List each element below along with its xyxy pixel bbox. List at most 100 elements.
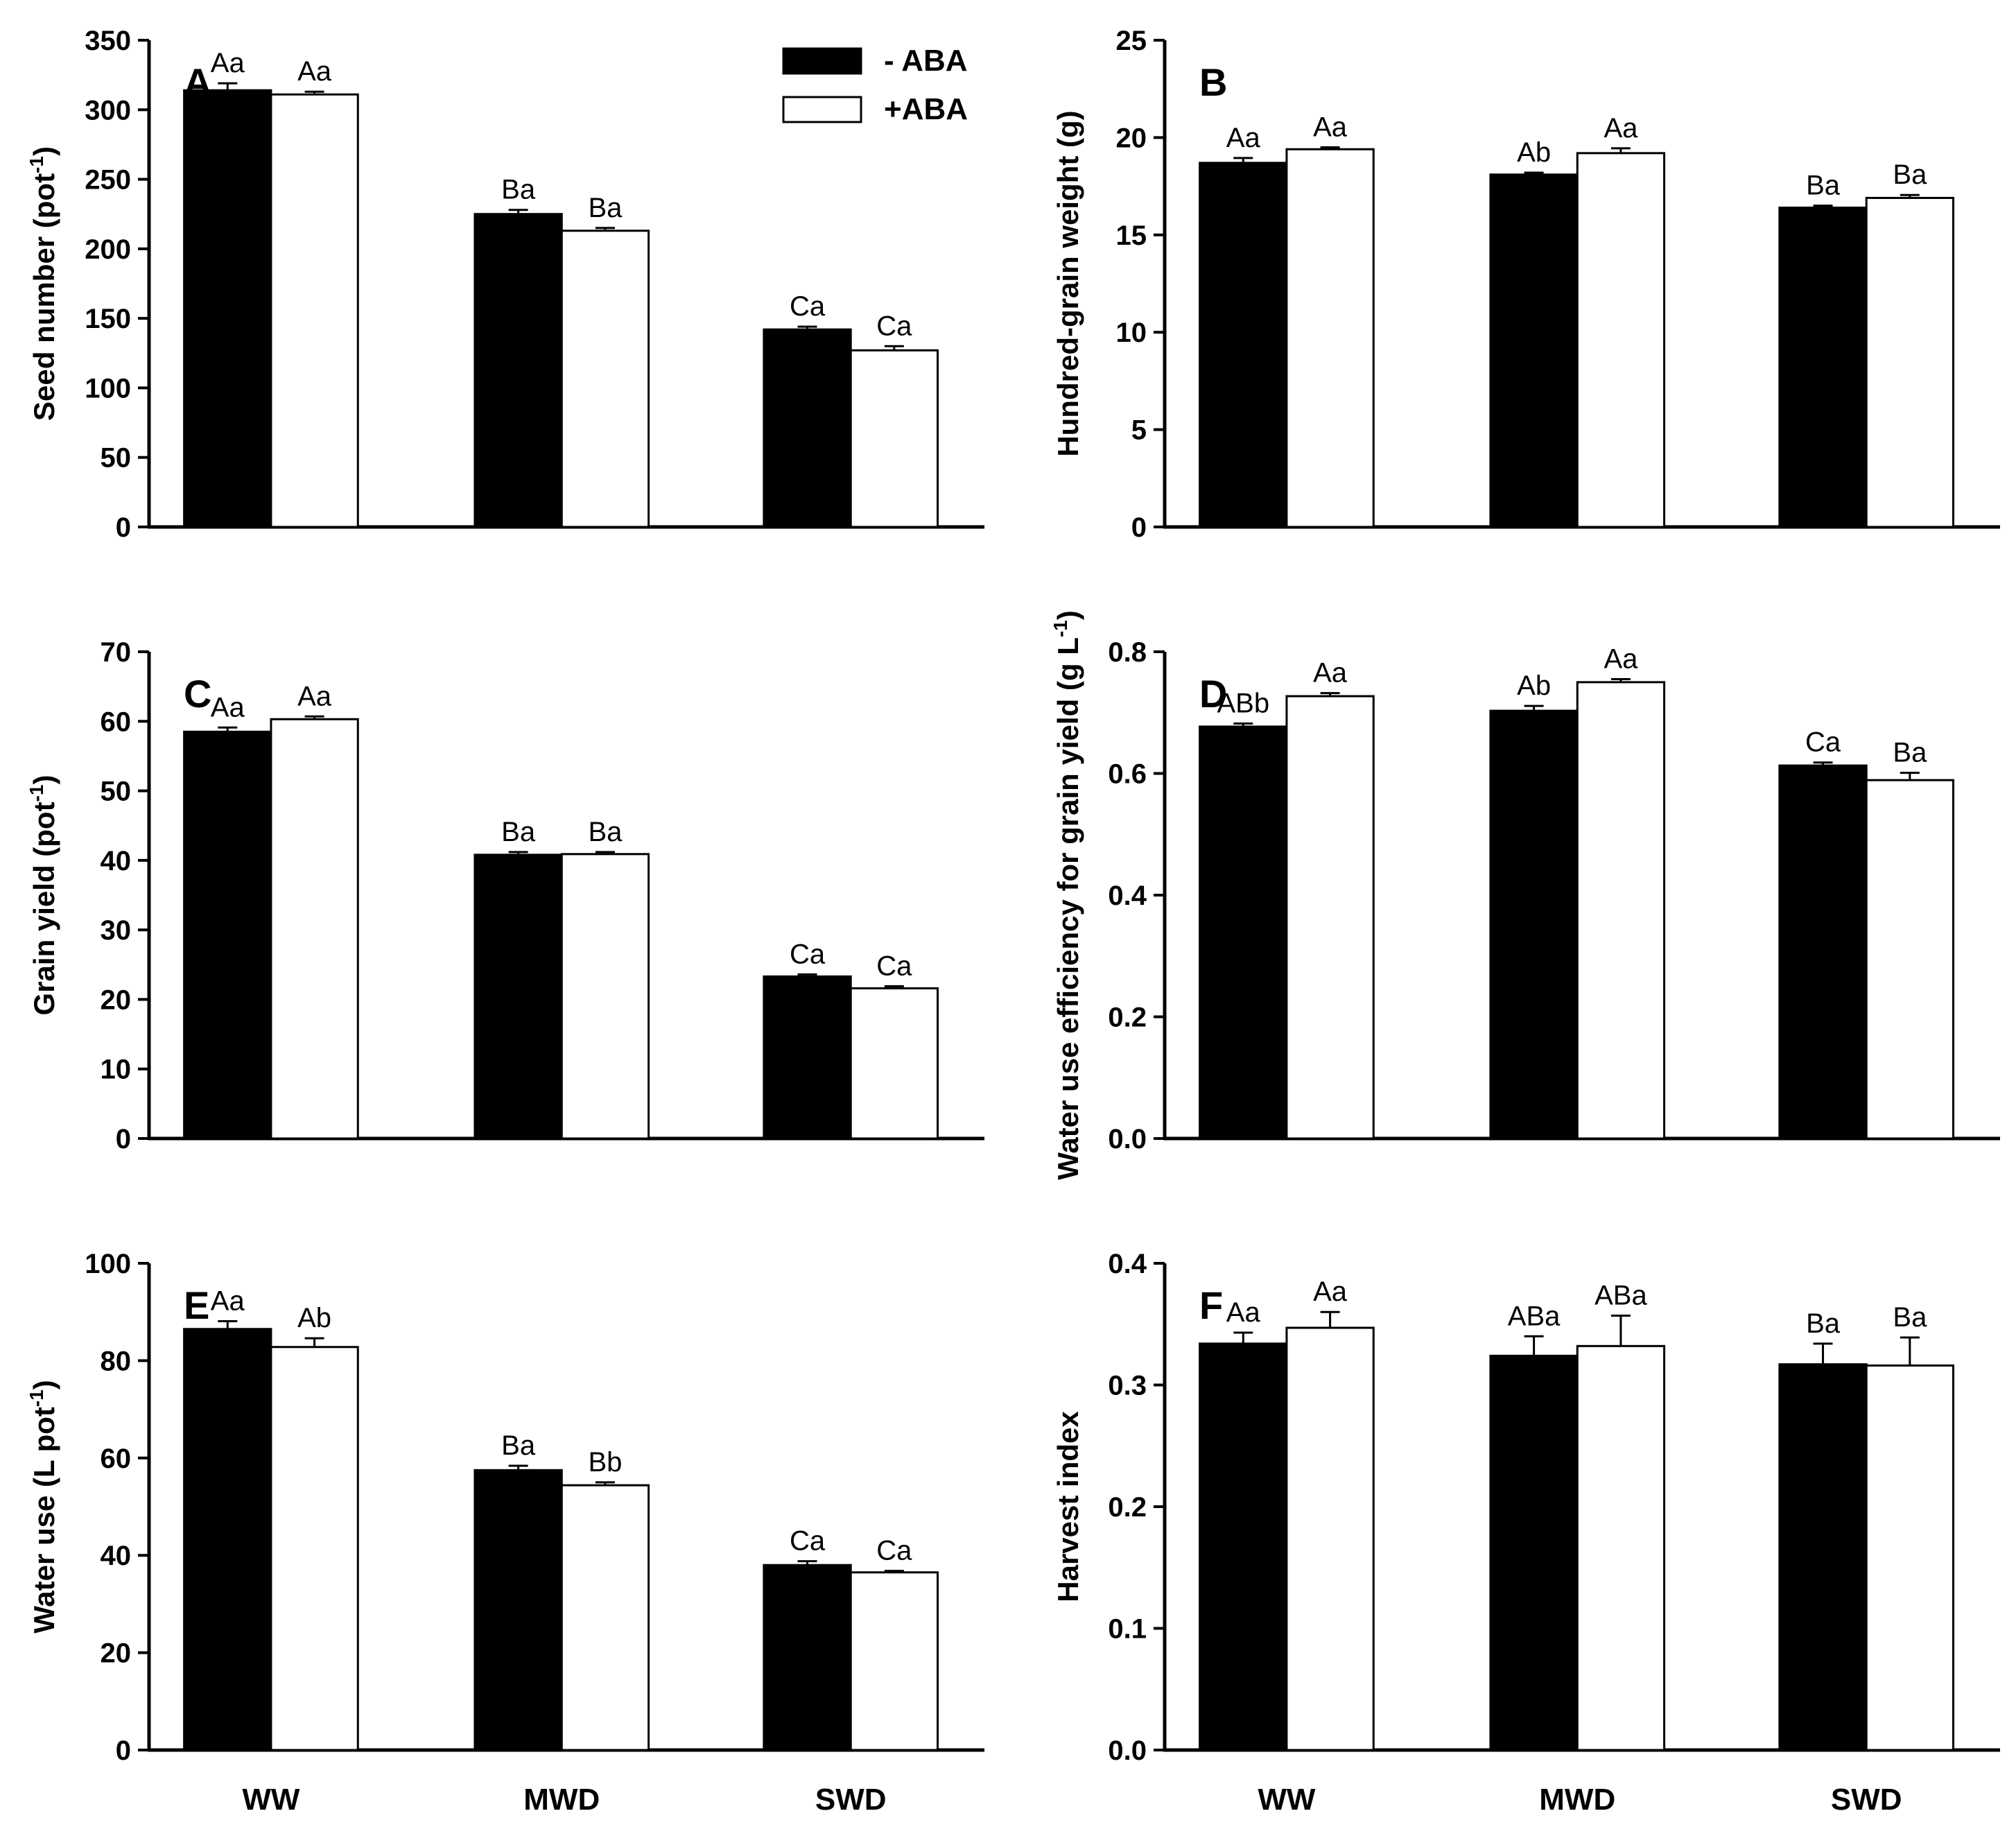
panel-letter: D — [1199, 672, 1227, 716]
bar-a-ww-minus-aba — [183, 89, 272, 528]
y-tick-label: 15 — [1116, 220, 1147, 251]
y-tick-label: 0 — [1131, 512, 1147, 543]
y-tick-label: 5 — [1131, 415, 1147, 446]
legend-label: +ABA — [884, 92, 968, 126]
significance-label: Ba — [1893, 738, 1927, 768]
bar-b-ww-plus-aba — [1285, 148, 1375, 528]
y-tick-label: 0.0 — [1108, 1735, 1147, 1766]
y-tick-label: 250 — [85, 165, 131, 196]
significance-label: Ab — [1517, 137, 1551, 168]
bar-a-swd-plus-aba — [849, 349, 939, 528]
bar-c-mwd-plus-aba — [560, 853, 650, 1140]
bar-a-ww-plus-aba — [270, 93, 359, 528]
x-category-label: MWD — [1539, 1783, 1615, 1817]
y-tick-label: 0.4 — [1108, 881, 1147, 911]
bar-d-mwd-plus-aba — [1576, 681, 1666, 1140]
bar-c-swd-plus-aba — [849, 987, 939, 1140]
significance-label: Ca — [790, 291, 826, 322]
chart-panel-e: 0 20 40 60 80 100 Water use (L pot-1) E Aa Ab WW Ba… — [26, 1249, 984, 1817]
significance-label: Aa — [1604, 113, 1638, 144]
y-tick-label: 0 — [116, 512, 131, 543]
y-tick-label: 0.3 — [1108, 1371, 1147, 1401]
y-axis-label: Water use efficiency for grain yield (g … — [1050, 610, 1084, 1180]
bar-d-ww-minus-aba — [1199, 725, 1288, 1140]
bar-c-mwd-minus-aba — [473, 854, 563, 1140]
y-axis-label: Grain yield (pot-1) — [26, 775, 60, 1016]
y-tick-label: 80 — [101, 1346, 132, 1376]
significance-label: Ba — [1806, 1308, 1841, 1339]
significance-label: Ba — [501, 175, 536, 205]
significance-label: Ba — [1806, 171, 1841, 201]
bar-d-ww-plus-aba — [1285, 695, 1375, 1140]
bar-c-ww-plus-aba — [270, 718, 359, 1140]
bar-f-ww-minus-aba — [1199, 1342, 1288, 1751]
y-tick-label: 20 — [101, 1638, 132, 1669]
x-category-label: WW — [1258, 1783, 1316, 1817]
y-tick-label: 150 — [85, 304, 131, 334]
y-tick-label: 0 — [116, 1124, 131, 1154]
significance-label: Aa — [1313, 658, 1348, 689]
y-tick-label: 20 — [1116, 123, 1147, 153]
y-axis-label: Harvest index — [1052, 1411, 1084, 1602]
significance-label: Ba — [1893, 159, 1927, 190]
y-tick-label: 0 — [116, 1735, 131, 1766]
y-tick-label: 100 — [85, 373, 131, 404]
significance-label: Ca — [876, 951, 912, 981]
x-category-label: SWD — [815, 1783, 887, 1817]
panel-letter: F — [1199, 1283, 1223, 1327]
bar-f-mwd-minus-aba — [1489, 1354, 1579, 1751]
x-category-label: WW — [242, 1783, 300, 1817]
y-tick-label: 350 — [85, 26, 131, 56]
significance-label: Ab — [297, 1303, 331, 1333]
legend-swatch-minus-aba — [782, 47, 862, 75]
significance-label: Aa — [211, 692, 245, 722]
bar-c-swd-minus-aba — [763, 975, 852, 1140]
x-category-label: MWD — [523, 1783, 600, 1817]
bar-a-mwd-plus-aba — [560, 230, 650, 528]
significance-label: Aa — [211, 1286, 245, 1317]
significance-label: ABa — [1594, 1280, 1647, 1310]
bar-b-swd-plus-aba — [1865, 196, 1955, 528]
y-axis-label: Hundred-grain weight (g) — [1052, 110, 1084, 456]
y-axis-label: Water use (L pot-1) — [26, 1380, 60, 1634]
y-tick-label: 20 — [101, 985, 132, 1015]
y-tick-label: 25 — [1116, 26, 1147, 56]
bar-b-swd-minus-aba — [1778, 206, 1868, 528]
bar-e-mwd-minus-aba — [473, 1469, 563, 1751]
significance-label: Aa — [1313, 112, 1348, 142]
significance-label: Ca — [790, 1526, 826, 1557]
significance-label: Aa — [297, 681, 332, 711]
bar-c-ww-minus-aba — [183, 730, 272, 1140]
y-tick-label: 50 — [101, 443, 132, 474]
y-tick-label: 40 — [101, 846, 132, 876]
y-tick-label: 30 — [101, 915, 132, 946]
bar-d-mwd-minus-aba — [1489, 709, 1579, 1140]
significance-label: Aa — [1226, 1297, 1261, 1328]
bar-a-swd-minus-aba — [763, 328, 852, 528]
bar-d-swd-plus-aba — [1865, 779, 1955, 1140]
bar-f-swd-minus-aba — [1778, 1363, 1868, 1751]
significance-label: Ba — [501, 1430, 536, 1461]
bar-e-ww-minus-aba — [183, 1328, 272, 1751]
bar-f-ww-plus-aba — [1285, 1326, 1375, 1751]
y-tick-label: 50 — [101, 777, 132, 807]
y-tick-label: 0.2 — [1108, 1492, 1147, 1523]
y-tick-label: 10 — [1116, 318, 1147, 348]
bar-e-swd-minus-aba — [763, 1564, 852, 1751]
y-tick-label: 0.0 — [1108, 1124, 1147, 1154]
significance-label: Ca — [876, 1536, 912, 1566]
chart-panel-b: 0 5 10 15 20 25 Hundred-grain weight (g) B Aa Aa A… — [1052, 26, 2000, 543]
significance-label: Ba — [501, 817, 536, 847]
y-tick-label: 10 — [101, 1055, 132, 1085]
bar-e-ww-plus-aba — [270, 1346, 359, 1751]
significance-label: Aa — [1313, 1276, 1348, 1307]
significance-label: Ba — [588, 193, 623, 223]
panel-letter: B — [1199, 60, 1227, 104]
y-tick-label: 60 — [101, 1444, 132, 1474]
significance-label: Aa — [1604, 643, 1638, 674]
legend: - ABA +ABA — [782, 44, 968, 126]
legend-label: - ABA — [884, 44, 968, 78]
